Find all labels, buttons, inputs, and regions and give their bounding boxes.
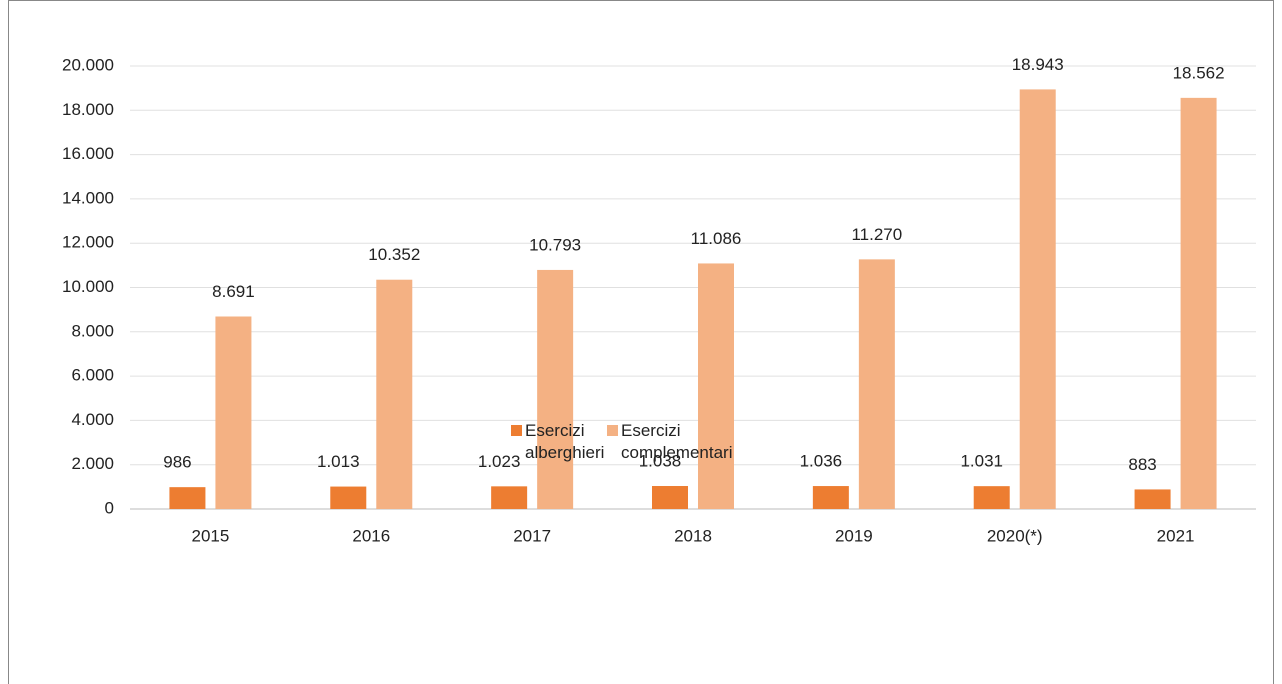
legend-item: Esercizi complementari xyxy=(607,420,771,464)
x-tick-label: 2018 xyxy=(674,526,712,545)
y-tick-label: 12.000 xyxy=(62,233,114,252)
bar xyxy=(858,259,895,509)
value-label: 1.023 xyxy=(478,452,521,471)
x-tick-label: 2020(*) xyxy=(987,526,1043,545)
frame xyxy=(8,0,1274,684)
y-tick-label: 4.000 xyxy=(71,410,114,429)
bar xyxy=(215,316,252,509)
bar xyxy=(1134,489,1171,509)
value-label: 1.038 xyxy=(639,451,682,470)
bar xyxy=(1019,89,1056,510)
legend-label: Esercizi complementari xyxy=(621,421,733,462)
value-label: 8.691 xyxy=(212,282,255,301)
bar xyxy=(537,269,574,509)
value-label: 18.562 xyxy=(1173,63,1225,82)
value-label: 10.352 xyxy=(368,245,420,264)
legend-swatch xyxy=(607,425,618,436)
value-label: 10.793 xyxy=(529,235,581,254)
value-label: 1.036 xyxy=(800,452,843,471)
y-tick-label: 14.000 xyxy=(62,188,114,207)
x-tick-label: 2015 xyxy=(192,526,230,545)
y-tick-label: 10.000 xyxy=(62,277,114,296)
x-tick-label: 2021 xyxy=(1157,526,1195,545)
y-tick-label: 2.000 xyxy=(71,454,114,473)
y-tick-label: 20.000 xyxy=(62,55,114,74)
value-label: 11.270 xyxy=(851,225,902,244)
value-label: 1.013 xyxy=(317,452,360,471)
y-tick-label: 0 xyxy=(105,498,114,517)
bar xyxy=(652,486,688,509)
y-tick-label: 16.000 xyxy=(62,144,114,163)
bar xyxy=(1180,97,1217,510)
bar xyxy=(376,279,413,509)
legend-swatch xyxy=(511,425,522,436)
y-tick-label: 6.000 xyxy=(71,366,114,385)
value-label: 986 xyxy=(163,453,191,472)
x-tick-label: 2016 xyxy=(352,526,390,545)
x-tick-label: 2019 xyxy=(835,526,873,545)
bar xyxy=(330,486,367,509)
bar xyxy=(491,486,528,509)
bar xyxy=(812,486,849,509)
bar xyxy=(698,263,734,509)
legend: Esercizi alberghieri Esercizi complementa… xyxy=(0,420,1282,464)
value-label: 1.031 xyxy=(960,452,1003,471)
bar xyxy=(973,486,1010,509)
y-tick-label: 8.000 xyxy=(71,321,114,340)
value-label: 11.086 xyxy=(691,229,742,248)
value-label: 883 xyxy=(1128,455,1156,474)
x-tick-label: 2017 xyxy=(513,526,551,545)
value-label: 18.943 xyxy=(1012,55,1064,74)
legend-item: Esercizi alberghieri xyxy=(511,420,605,464)
y-tick-label: 18.000 xyxy=(62,100,114,119)
legend-label: Esercizi alberghieri xyxy=(525,421,605,462)
bar xyxy=(169,487,206,509)
